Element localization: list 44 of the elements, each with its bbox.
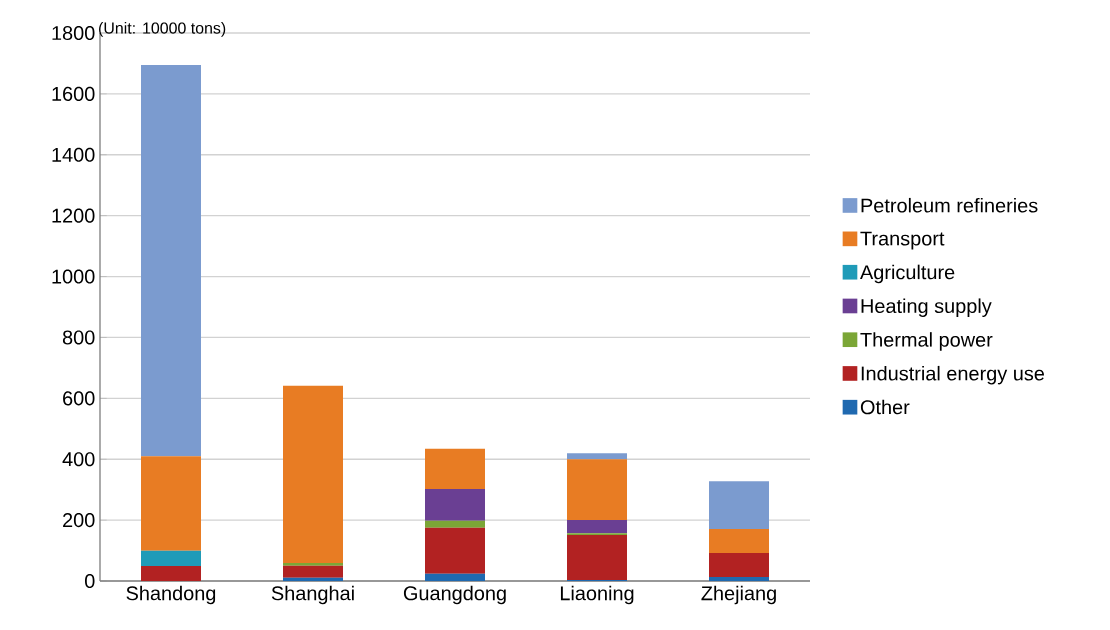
legend-label: Industrial energy use: [861, 365, 1045, 385]
legend-label: Agriculture: [860, 264, 955, 284]
y-tick-label: 0: [85, 573, 95, 589]
bar: [141, 550, 201, 567]
bar: [425, 573, 485, 581]
bar: [709, 481, 770, 529]
bar: [283, 577, 343, 581]
legend-label: Heating supply: [861, 298, 992, 317]
y-tick-label: 400: [62, 452, 95, 467]
bar: [709, 577, 770, 581]
bar: [283, 385, 343, 564]
bar: [141, 456, 201, 551]
bar: [709, 552, 770, 578]
legend-label: Other: [860, 399, 910, 415]
legend-label: Thermal power: [860, 332, 993, 351]
bar: [567, 459, 628, 521]
bar: [283, 563, 343, 566]
annotation: (Unit: 10000 tons): [99, 22, 226, 37]
bar: [425, 489, 485, 521]
y-tick-label: 200: [63, 513, 95, 528]
bar: [567, 453, 628, 460]
bar: [425, 448, 485, 490]
x-tick-label: Zhejiang: [701, 585, 776, 605]
y-tick-label: 1600: [52, 86, 95, 101]
legend-label: Transport: [860, 231, 945, 250]
bar: [425, 520, 485, 528]
y-tick-label: 1200: [52, 208, 95, 223]
x-tick-label: Liaoning: [560, 585, 634, 605]
y-tick-label: 800: [62, 330, 95, 345]
x-tick-label: Shandong: [126, 585, 216, 605]
y-tick-label: 600: [63, 391, 95, 406]
bar: [567, 535, 628, 581]
bar: [141, 566, 201, 581]
bar: [425, 527, 485, 574]
y-tick-label: 1400: [52, 147, 95, 162]
legend-label: Petroleum refineries: [861, 197, 1038, 213]
y-tick-label: 1000: [52, 269, 95, 284]
y-tick-label: 1800: [52, 25, 95, 41]
bar: [283, 565, 343, 578]
bar: [141, 64, 201, 457]
x-tick-label: Guangdong: [403, 585, 506, 605]
bar: [709, 528, 770, 553]
x-tick-label: Shanghai: [271, 585, 354, 605]
bar: [567, 520, 628, 534]
